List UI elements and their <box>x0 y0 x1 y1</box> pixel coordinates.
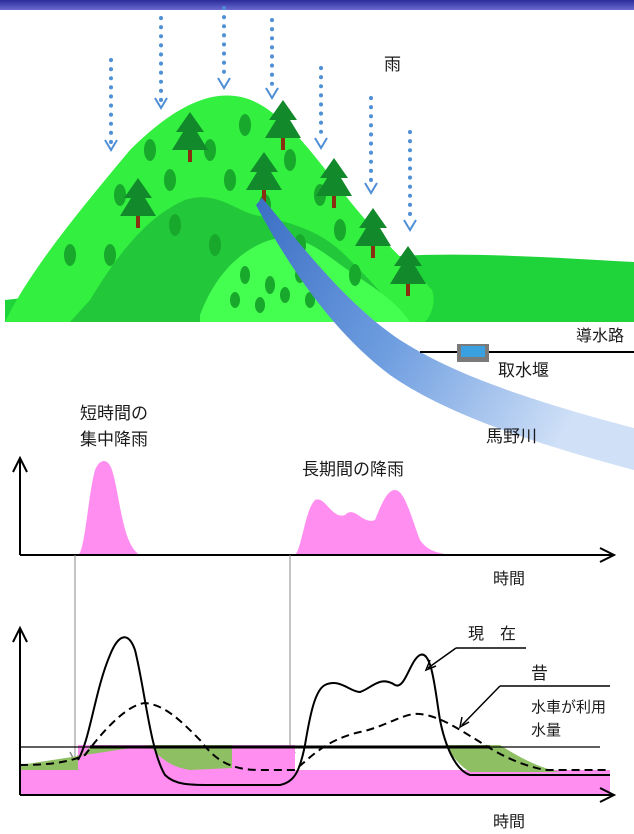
present-label: 現 在 <box>468 624 517 643</box>
river-label: 馬野川 <box>486 427 537 447</box>
rain-drops <box>109 6 412 224</box>
top-band <box>0 0 634 10</box>
intake-weir-icon <box>457 344 489 362</box>
usage-label-line2: 水量 <box>531 721 562 739</box>
rain-label: 雨 <box>384 55 401 75</box>
trees <box>120 100 426 296</box>
past-flow-curve <box>19 701 610 771</box>
x-axis-label-rain: 時間 <box>493 569 526 588</box>
x-axis-label-flow: 時間 <box>493 812 526 831</box>
flow-graph <box>12 625 617 803</box>
past-label: 昔 <box>531 664 548 684</box>
long-rain-label: 長期間の降雨 <box>302 460 404 480</box>
headrace-label: 導水路 <box>576 326 625 345</box>
usable-water-band-2 <box>445 745 560 772</box>
river-stream <box>256 198 634 470</box>
rainfall-graph <box>12 455 617 563</box>
mountain <box>5 95 634 322</box>
short-rain-label-line2: 集中降雨 <box>80 430 148 450</box>
intake-weir-label: 取水堰 <box>498 361 549 381</box>
present-flow-curve <box>77 636 610 786</box>
rain-arrowheads <box>104 77 417 232</box>
long-rain-area <box>295 490 450 555</box>
short-rain-label-line1: 短時間の <box>80 404 148 424</box>
short-rain-peak <box>78 461 140 555</box>
callouts <box>424 647 610 729</box>
usage-label-line1: 水車が利用 <box>531 698 607 716</box>
